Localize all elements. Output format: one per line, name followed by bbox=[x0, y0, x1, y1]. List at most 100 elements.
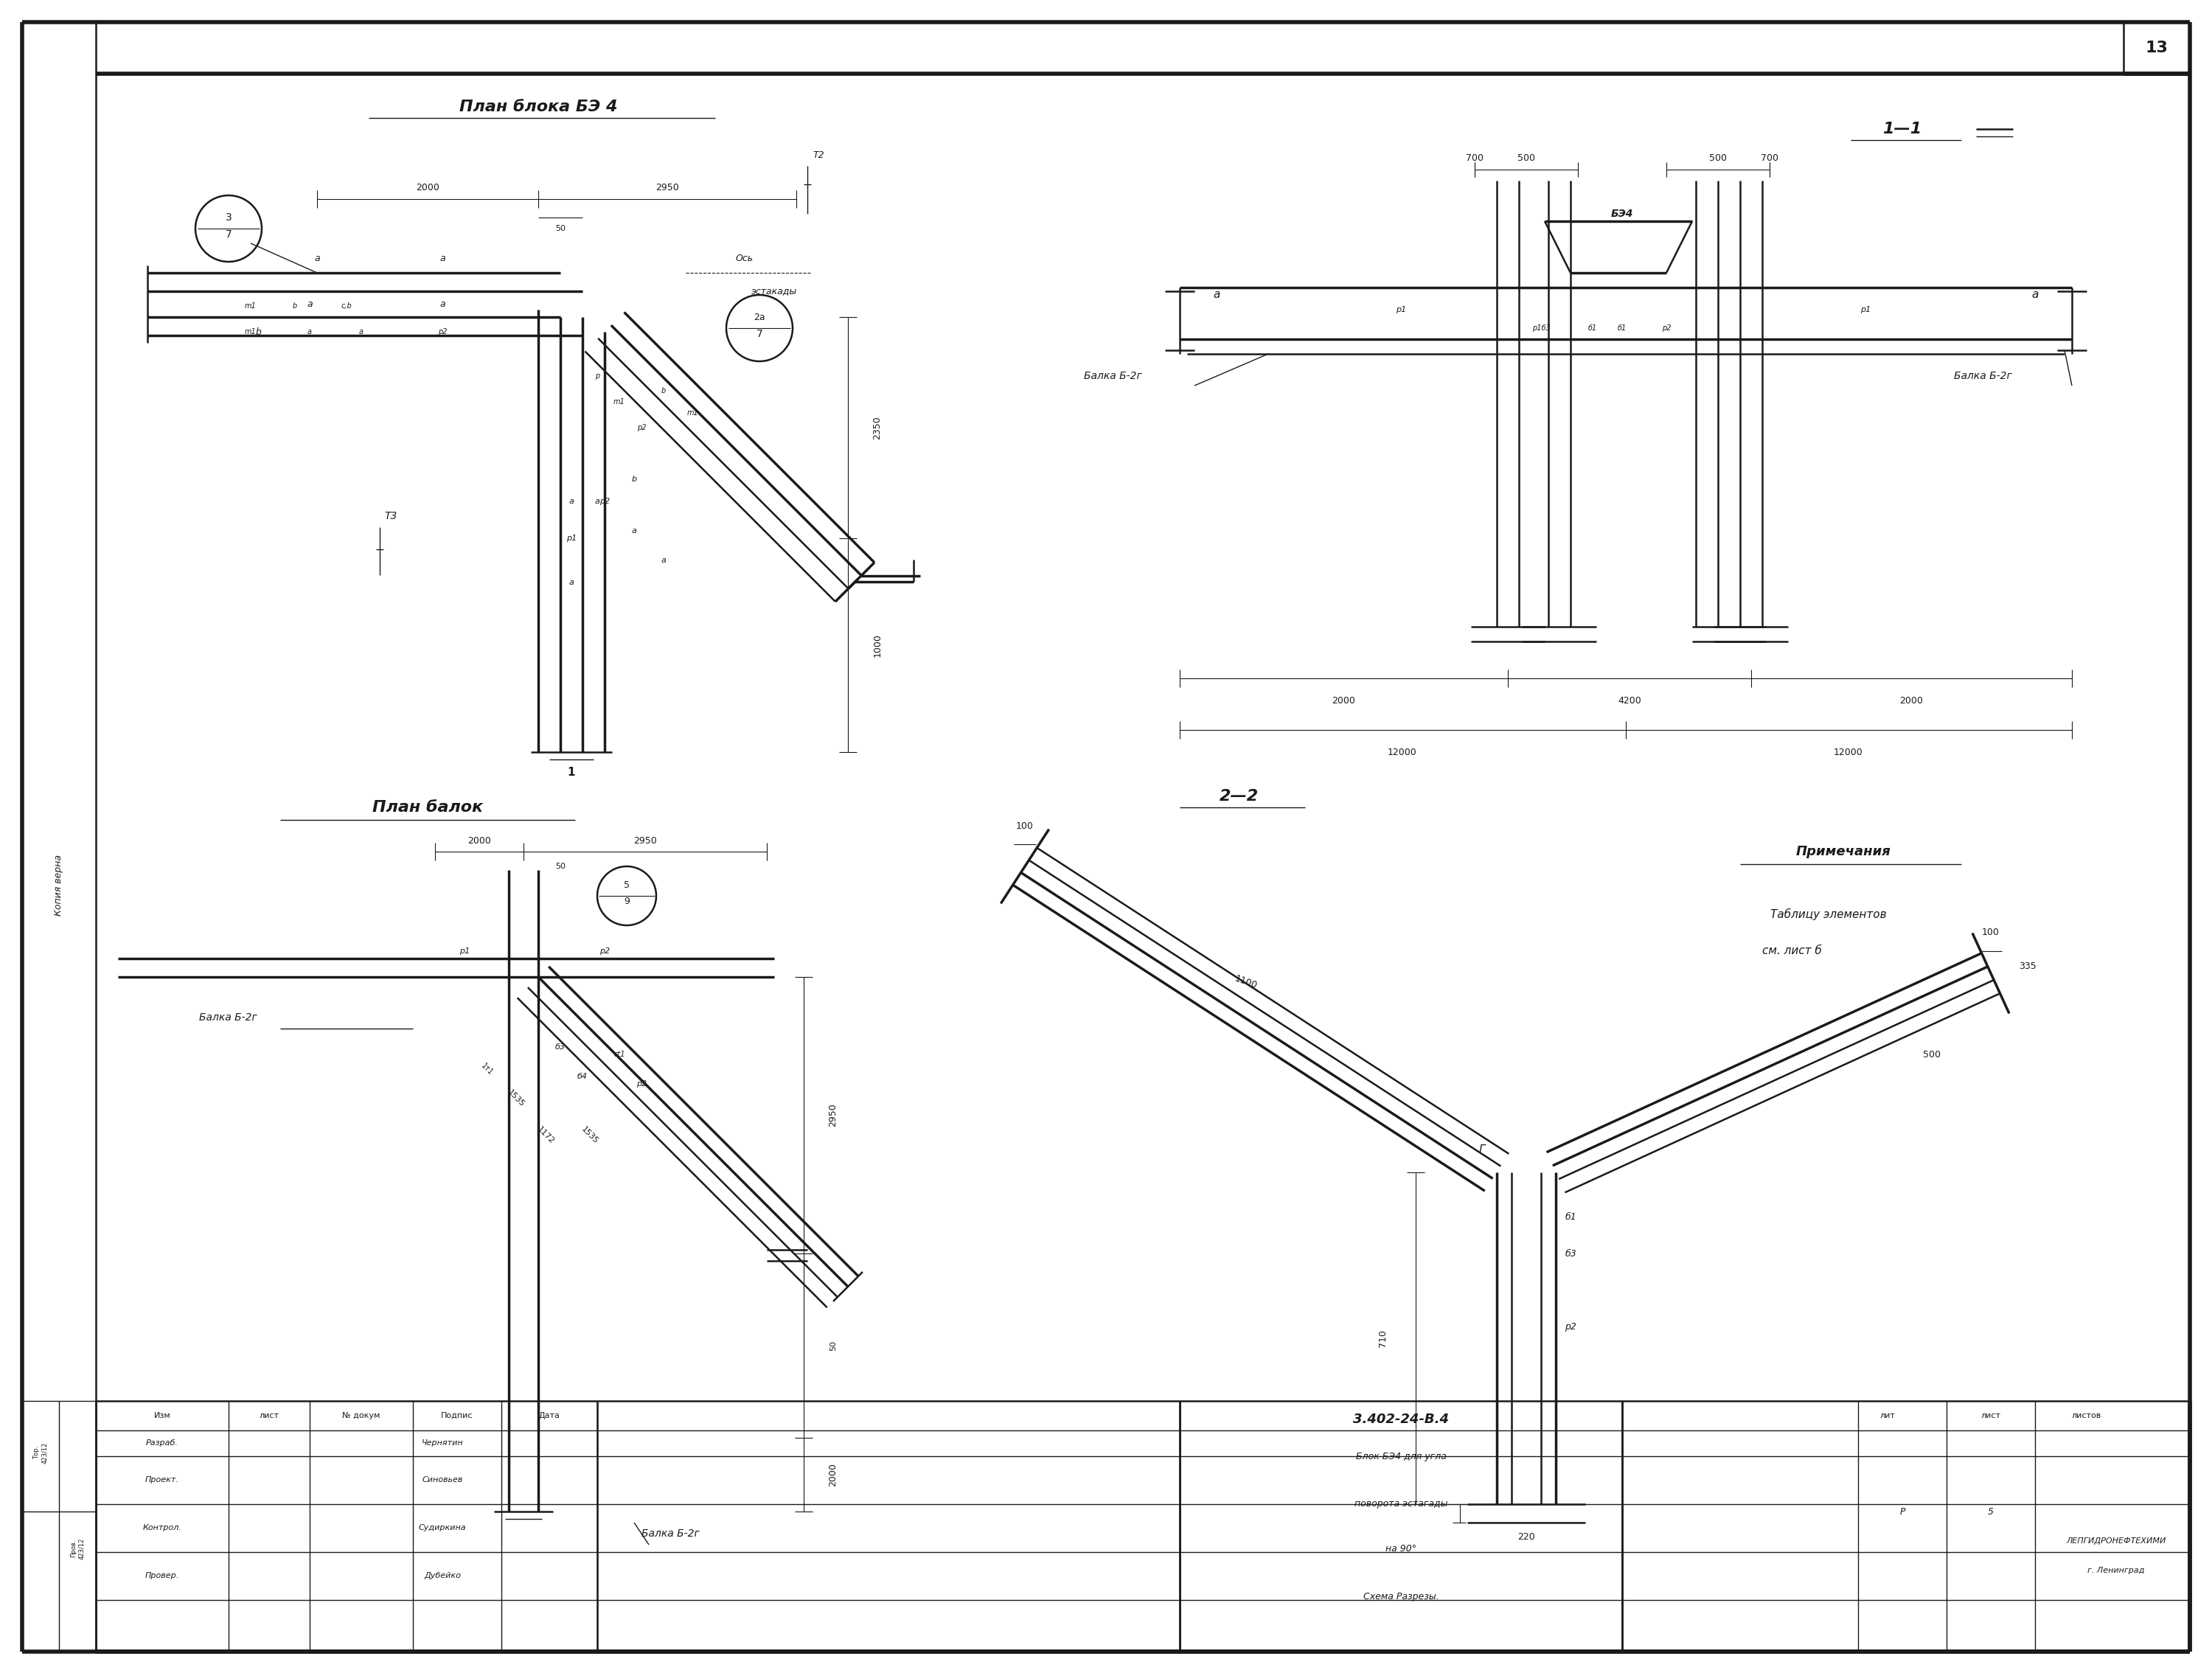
Text: a: a bbox=[358, 328, 363, 336]
Text: 12000: 12000 bbox=[1387, 748, 1418, 756]
Text: 50: 50 bbox=[555, 863, 566, 870]
Text: a: a bbox=[661, 557, 666, 564]
Text: поворота эстагады: поворота эстагады bbox=[1354, 1499, 1447, 1509]
Text: p2: p2 bbox=[599, 947, 611, 955]
Text: Блок БЭ4 для угла: Блок БЭ4 для угла bbox=[1356, 1452, 1447, 1461]
Text: б3: б3 bbox=[1564, 1248, 1577, 1258]
Text: 1535: 1535 bbox=[507, 1089, 526, 1109]
Text: Пров.
423/12: Пров. 423/12 bbox=[71, 1537, 84, 1559]
Text: 7: 7 bbox=[226, 229, 232, 239]
Text: Г: Г bbox=[1480, 1144, 1484, 1156]
Text: 50: 50 bbox=[830, 1340, 836, 1350]
Text: 335: 335 bbox=[2020, 960, 2037, 970]
Text: 2000: 2000 bbox=[416, 184, 440, 192]
Text: листов: листов bbox=[2073, 1412, 2101, 1419]
Text: a: a bbox=[314, 253, 321, 263]
Text: № докум: № докум bbox=[343, 1412, 380, 1419]
Text: Контрол.: Контрол. bbox=[144, 1524, 181, 1531]
Text: 100: 100 bbox=[1015, 821, 1033, 830]
Text: 1: 1 bbox=[568, 768, 575, 778]
Text: 1535: 1535 bbox=[580, 1126, 599, 1146]
Text: Схема Разрезы.: Схема Разрезы. bbox=[1363, 1591, 1438, 1601]
Text: 700: 700 bbox=[1467, 154, 1484, 164]
Text: Примечания: Примечания bbox=[1796, 845, 1891, 858]
Text: Балка Б-2г: Балка Б-2г bbox=[1953, 371, 2013, 381]
Text: Судиркина: Судиркина bbox=[418, 1524, 467, 1531]
Text: 1100: 1100 bbox=[1234, 974, 1259, 990]
Text: 220: 220 bbox=[1517, 1532, 1535, 1543]
Text: 3: 3 bbox=[226, 212, 232, 223]
Text: T3: T3 bbox=[385, 510, 398, 522]
Text: a: a bbox=[2031, 289, 2039, 301]
Text: m1: m1 bbox=[688, 410, 699, 417]
Text: p2: p2 bbox=[637, 1081, 646, 1087]
Text: 5: 5 bbox=[624, 880, 630, 890]
Text: a: a bbox=[1212, 289, 1221, 301]
Text: Балка Б-2г: Балка Б-2г bbox=[641, 1529, 699, 1539]
Text: лист: лист bbox=[1982, 1412, 2000, 1419]
Text: Провер.: Провер. bbox=[146, 1573, 179, 1579]
Text: 100: 100 bbox=[1982, 929, 2000, 937]
Text: б1: б1 bbox=[1617, 325, 1626, 331]
Text: 500: 500 bbox=[1517, 154, 1535, 164]
Text: p1: p1 bbox=[1860, 306, 1871, 313]
Text: a: a bbox=[307, 299, 312, 308]
Text: T2: T2 bbox=[812, 151, 825, 159]
Text: ct1: ct1 bbox=[613, 1051, 626, 1057]
Text: b: b bbox=[661, 386, 666, 395]
Text: a: a bbox=[568, 497, 573, 505]
Text: ЛЕПГИДРОНЕФТЕХИМИ: ЛЕПГИДРОНЕФТЕХИМИ bbox=[2066, 1537, 2166, 1544]
Text: 5: 5 bbox=[1989, 1507, 1993, 1516]
Text: 2000: 2000 bbox=[1900, 696, 1922, 706]
Text: 2000: 2000 bbox=[1332, 696, 1356, 706]
Text: 710: 710 bbox=[1378, 1330, 1387, 1347]
Text: p: p bbox=[595, 373, 599, 380]
Text: 1т1: 1т1 bbox=[480, 1062, 493, 1076]
Text: 2350: 2350 bbox=[872, 417, 883, 440]
Text: г. Ленинград: г. Ленинград bbox=[2088, 1568, 2146, 1574]
Text: a: a bbox=[440, 299, 445, 308]
Text: Ось: Ось bbox=[737, 253, 754, 263]
Text: эстакады: эстакады bbox=[752, 286, 796, 296]
Text: 4200: 4200 bbox=[1617, 696, 1641, 706]
Text: Синовьев: Синовьев bbox=[422, 1476, 462, 1484]
Text: 1—1: 1—1 bbox=[1882, 122, 1922, 137]
Text: 1172: 1172 bbox=[535, 1126, 555, 1146]
Text: Разраб.: Разраб. bbox=[146, 1439, 179, 1447]
Text: Тор.
423/12: Тор. 423/12 bbox=[33, 1442, 49, 1464]
Text: см. лист б: см. лист б bbox=[1763, 945, 1820, 957]
Text: План блока БЭ 4: План блока БЭ 4 bbox=[460, 99, 617, 114]
Text: 1000: 1000 bbox=[872, 634, 883, 657]
Text: Балка Б-2г: Балка Б-2г bbox=[199, 1012, 257, 1022]
Text: 2950: 2950 bbox=[827, 1103, 838, 1126]
Text: p2: p2 bbox=[599, 497, 611, 505]
Text: p1: p1 bbox=[460, 947, 469, 955]
Text: б4: б4 bbox=[577, 1072, 588, 1081]
Text: p1: p1 bbox=[1396, 306, 1407, 313]
Text: 2000: 2000 bbox=[467, 836, 491, 845]
Text: a: a bbox=[595, 497, 599, 505]
Text: p2: p2 bbox=[637, 423, 646, 432]
Text: Копия верна: Копия верна bbox=[53, 855, 64, 915]
Text: Изм: Изм bbox=[155, 1412, 170, 1419]
Text: б1: б1 bbox=[1588, 325, 1597, 331]
Text: 700: 700 bbox=[1761, 154, 1778, 164]
Text: Р: Р bbox=[1900, 1507, 1905, 1516]
Text: б1: б1 bbox=[1564, 1211, 1577, 1221]
Text: 7: 7 bbox=[757, 330, 763, 340]
Text: b: b bbox=[292, 303, 296, 310]
Text: 50: 50 bbox=[555, 224, 566, 233]
Text: b: b bbox=[630, 475, 637, 483]
Text: 500: 500 bbox=[1710, 154, 1728, 164]
Text: 2000: 2000 bbox=[827, 1462, 838, 1486]
Text: Таблицу элементов: Таблицу элементов bbox=[1770, 908, 1887, 920]
Text: a: a bbox=[440, 253, 445, 263]
Text: b: b bbox=[254, 326, 261, 336]
Text: р1б3: р1б3 bbox=[1533, 325, 1551, 331]
Text: Дата: Дата bbox=[540, 1412, 560, 1419]
Text: a: a bbox=[633, 527, 637, 535]
Text: c,b: c,b bbox=[341, 303, 352, 310]
Text: План балок: План балок bbox=[372, 800, 482, 815]
Text: 2950: 2950 bbox=[633, 836, 657, 845]
Text: p1: p1 bbox=[566, 535, 577, 542]
